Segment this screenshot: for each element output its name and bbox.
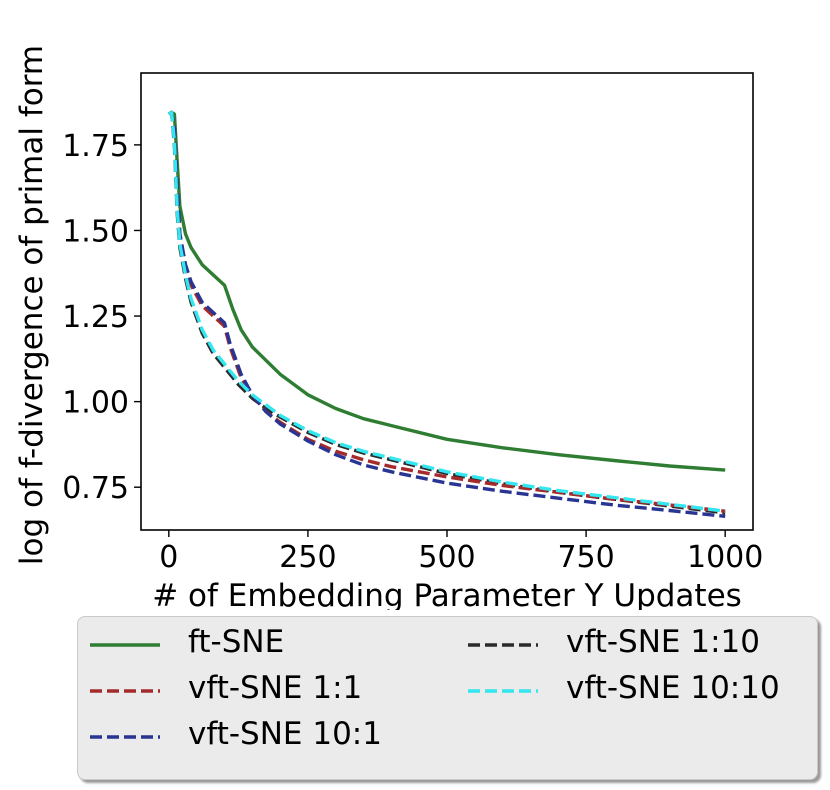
legend-entry: vft-SNE 1:1 [90,669,430,713]
x-tick-label: 0 [159,540,178,575]
legend-entry: vft-SNE 10:10 [468,669,808,713]
legend-entry: vft-SNE 10:1 [90,715,430,759]
y-tick-label: 1.25 [62,300,129,335]
legend-entry: vft-SNE 1:10 [468,623,808,667]
x-tick-label: 750 [557,540,614,575]
legend-swatch [468,643,538,647]
x-tick-label: 250 [279,540,336,575]
legend-label: vft-SNE 10:1 [188,716,382,752]
series-line-ft-sne [167,110,726,472]
line-chart: 0 250 500 750 1000 0.75 1.00 1.25 1.50 1.75 # of… [14,45,763,610]
legend-label: vft-SNE 1:10 [566,624,760,660]
series-line-vft-sne-1-1 [167,110,726,513]
series-line-vft-sne-10-10 [167,110,726,513]
plot-area [140,72,754,531]
y-axis: 0.75 1.00 1.25 1.50 1.75 [62,129,141,506]
y-tick-label: 1.50 [62,214,129,249]
y-tick-label: 1.75 [62,129,129,164]
y-axis-label: log of f-divergence of primal form [14,45,50,565]
legend-label: vft-SNE 10:10 [566,670,780,706]
legend-label: ft-SNE [188,624,285,660]
legend-entry: ft-SNE [90,623,430,667]
x-tick-label: 1000 [687,540,763,575]
series-line-vft-sne-10-1 [167,110,726,518]
legend-swatch [90,689,160,693]
y-tick-label: 1.00 [62,386,129,421]
legend: ft-SNE vft-SNE 1:1 vft-SNE 10:1 vft-SNE 1:1… [77,616,818,780]
legend-swatch [90,643,160,647]
y-tick-label: 0.75 [62,471,129,506]
legend-label: vft-SNE 1:1 [188,670,363,706]
x-tick-label: 500 [418,540,475,575]
series-line-vft-sne-1-10 [167,110,726,515]
legend-swatch [468,689,538,693]
legend-swatch [90,735,160,739]
series-layer [167,110,726,518]
x-axis-label: # of Embedding Parameter Y Updates [152,578,742,610]
x-axis: 0 250 500 750 1000 [159,530,763,575]
